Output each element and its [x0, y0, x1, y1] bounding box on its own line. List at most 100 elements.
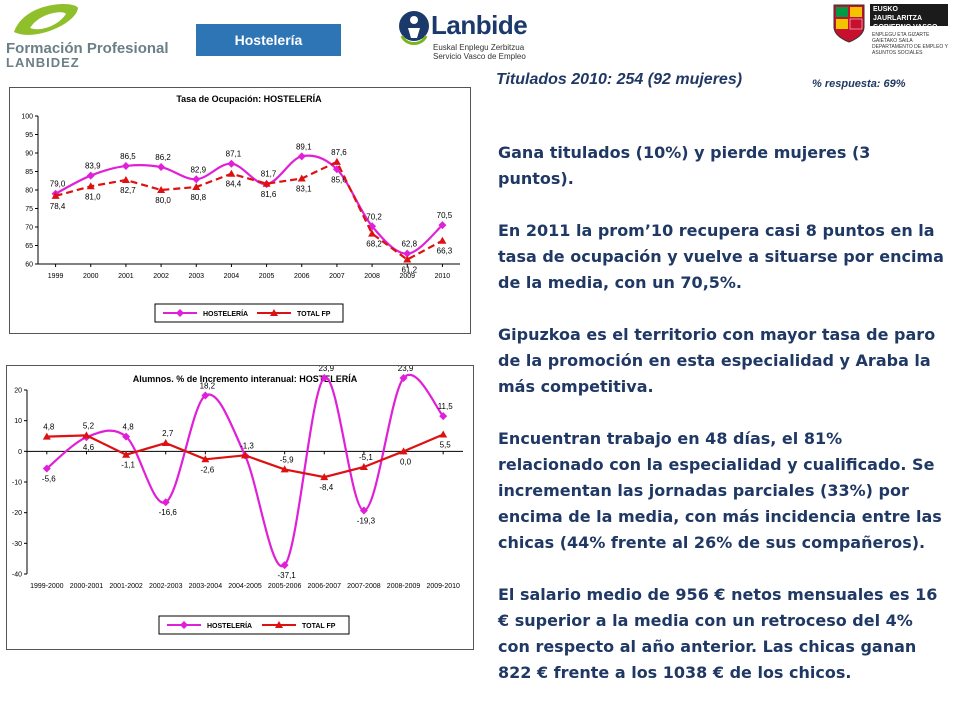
data-label: 84,4	[226, 180, 242, 189]
x-tick-label: 2000-2001	[70, 583, 104, 590]
hosteleria-point	[86, 171, 95, 180]
data-label: 4,8	[123, 423, 135, 432]
legend-label: TOTAL FP	[297, 311, 331, 318]
chart-title: Tasa de Ocupación: HOSTELERÍA	[176, 94, 322, 104]
hosteleria-point	[280, 561, 289, 570]
total-fp-point	[280, 465, 289, 473]
data-label: -5,1	[359, 453, 373, 462]
data-label: 83,9	[85, 162, 101, 171]
x-tick-label: 2006-2007	[308, 583, 342, 590]
total-fp-point	[82, 431, 91, 439]
gobierno-vasco-shield-icon	[833, 4, 865, 43]
x-tick-label: 2000	[83, 273, 99, 280]
data-label: 86,2	[155, 153, 171, 162]
hosteleria-point	[227, 159, 236, 168]
hosteleria-point	[157, 163, 166, 172]
data-label: 4,6	[83, 443, 95, 452]
data-label: -1,1	[121, 461, 135, 470]
hosteleria-point	[403, 249, 412, 258]
data-label: 18,2	[200, 382, 216, 391]
y-tick-label: 10	[14, 418, 22, 425]
paragraph-territorio: Gipuzkoa es el territorio con mayor tasa…	[498, 325, 936, 396]
legend-label: TOTAL FP	[302, 623, 336, 630]
data-label: 87,6	[331, 148, 347, 157]
data-label: 23,9	[318, 366, 334, 373]
y-tick-label: 60	[25, 262, 33, 269]
x-tick-label: 2002	[153, 273, 169, 280]
x-tick-label: 2004	[224, 273, 240, 280]
data-label: 85,6	[331, 175, 347, 184]
gv-small2: DEPARTAMENTO DE EMPLEO Y ASUNTOS SOCIALE…	[872, 44, 948, 56]
total-fp-point	[438, 236, 447, 244]
analysis-text: Gana titulados (10%) y pierde mujeres (3…	[498, 140, 950, 712]
total-fp-point	[201, 455, 210, 463]
fp-logo-line2: LANBIDEZ	[6, 55, 80, 70]
data-label: 80,0	[155, 196, 171, 205]
data-label: 70,2	[366, 212, 382, 221]
occupancy-rate-chart-svg: Tasa de Ocupación: HOSTELERÍA 100 95 90 85 80…	[21, 94, 460, 323]
data-label: -8,4	[319, 483, 333, 492]
x-tick-label: 2001	[118, 273, 134, 280]
response-rate: % respuesta: 69%	[812, 78, 906, 90]
student-increase-chart-svg: Alumnos. % de Incremento interanual: HOS…	[12, 366, 463, 635]
series-line-total-fp	[55, 160, 443, 261]
total-fp-point	[359, 462, 368, 470]
x-tick-label: 2005	[259, 273, 275, 280]
fp-logo-line1: Formación Profesional	[6, 40, 169, 57]
data-label: -19,3	[357, 517, 376, 526]
series-line-hosteleria	[46, 374, 445, 568]
total-fp-point	[332, 157, 341, 165]
hosteleria-point	[297, 152, 306, 161]
data-label: 61,2	[401, 266, 417, 275]
data-label: -5,9	[280, 455, 294, 464]
legend-swatch-marker	[176, 309, 184, 317]
hosteleria-point	[320, 374, 329, 383]
data-label: -5,6	[42, 475, 56, 484]
data-label: 70,5	[437, 211, 453, 220]
legend-label: HOSTELERÍA	[207, 621, 252, 630]
y-tick-label: 85	[25, 169, 33, 176]
total-fp-point	[51, 191, 60, 199]
x-tick-label: 2003	[188, 273, 204, 280]
y-tick-label: 65	[25, 243, 33, 250]
gv-line2: GOBIERNO VASCO	[873, 24, 938, 31]
y-tick-label: -10	[12, 480, 22, 487]
x-tick-label: 2002-2003	[149, 583, 183, 590]
data-label: 82,7	[120, 186, 136, 195]
lanbide-logo-text: Lanbide	[431, 10, 528, 40]
titulados-summary: Titulados 2010: 254 (92 mujeres)	[496, 71, 743, 88]
x-tick-label: 2004-2005	[228, 583, 262, 590]
data-label: 78,4	[50, 202, 66, 211]
total-fp-point	[297, 174, 306, 182]
legend-swatch-marker	[270, 309, 278, 316]
legend-swatch-marker	[275, 621, 283, 628]
legend-swatch-marker	[180, 621, 188, 629]
data-label: 82,9	[190, 165, 206, 174]
gv-small1: ENPLEGU ETA GIZARTE GAIETAKO SAILA	[872, 32, 930, 44]
data-label: 86,5	[120, 152, 136, 161]
data-label: -2,6	[200, 465, 214, 474]
total-fp-point	[320, 473, 329, 481]
total-fp-point	[192, 183, 201, 191]
x-tick-label: 2010	[435, 273, 451, 280]
data-label: 66,3	[437, 247, 453, 256]
total-fp-point	[157, 186, 166, 193]
x-tick-label: 2008	[364, 273, 380, 280]
section-tag: Hostelería	[196, 24, 341, 56]
hosteleria-point	[161, 498, 170, 507]
y-tick-label: 20	[14, 388, 22, 395]
chart-title: Alumnos. % de Incremento interanual: HOS…	[133, 374, 358, 384]
total-fp-point	[403, 255, 412, 263]
x-tick-label: 2007	[329, 273, 345, 280]
total-fp-point	[241, 451, 249, 459]
hosteleria-point	[192, 175, 201, 184]
data-label: 81,6	[261, 190, 277, 199]
data-label: -1,3	[240, 441, 254, 450]
series-line-hosteleria	[55, 154, 444, 255]
data-label: 5,2	[83, 421, 95, 430]
paragraph-salario: El salario medio de 956 € netos mensuale…	[498, 585, 938, 682]
student-increase-chart: Alumnos. % de Incremento interanual: HOS…	[6, 365, 474, 650]
x-tick-label: 1999-2000	[30, 583, 64, 590]
hosteleria-point	[201, 391, 210, 400]
x-tick-label: 1999	[48, 273, 64, 280]
